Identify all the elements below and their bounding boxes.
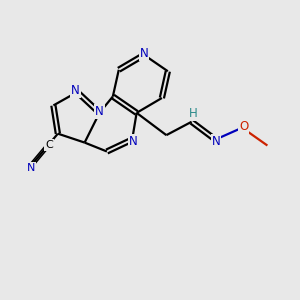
Text: N: N: [212, 135, 220, 148]
Text: N: N: [140, 47, 148, 60]
Text: H: H: [189, 107, 197, 120]
Text: N: N: [27, 163, 35, 173]
Text: N: N: [71, 84, 80, 97]
Text: O: O: [239, 120, 248, 133]
Text: N: N: [129, 135, 138, 148]
Text: N: N: [95, 105, 104, 118]
Text: C: C: [45, 140, 53, 150]
